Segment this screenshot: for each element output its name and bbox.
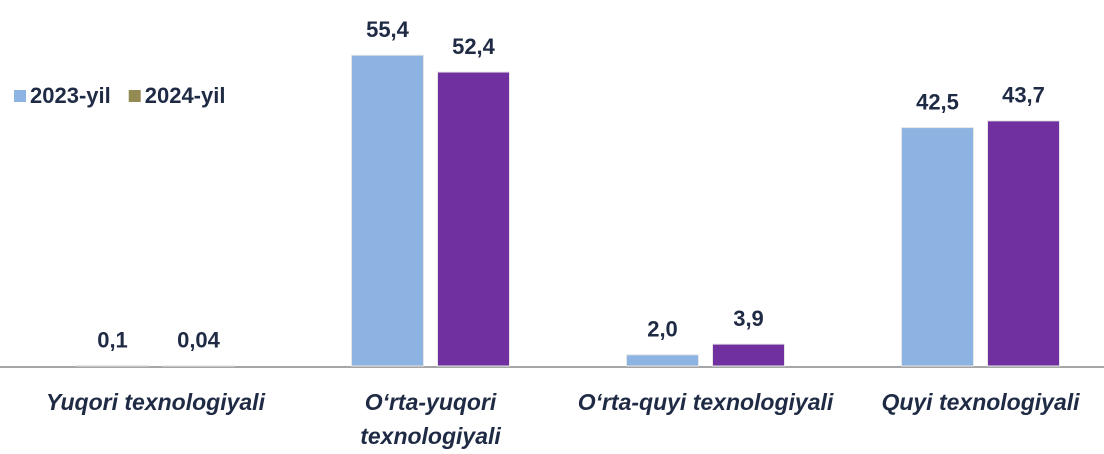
value-label: 2,0 xyxy=(647,317,678,342)
value-label: 42,5 xyxy=(916,89,959,114)
bar xyxy=(987,120,1060,367)
value-label: 52,4 xyxy=(452,34,496,59)
value-label: 55,4 xyxy=(366,17,410,42)
legend-label: 2024-yil xyxy=(145,83,226,108)
value-label: 43,7 xyxy=(1002,83,1045,108)
x-tick-label: O‘rta-quyi texnologiyali xyxy=(577,389,834,415)
value-label: 0,1 xyxy=(97,327,128,352)
legend-label: 2023-yil xyxy=(30,83,111,108)
value-label: 0,04 xyxy=(177,328,221,353)
bar xyxy=(351,54,424,367)
legend-swatch xyxy=(128,90,141,102)
legend-swatch xyxy=(14,90,26,102)
bar xyxy=(901,127,974,367)
x-tick-label: O‘rta-yuqori texnologiyali xyxy=(360,389,501,449)
bar xyxy=(437,71,510,367)
bar xyxy=(626,354,699,367)
x-tick-label: Quyi texnologiyali xyxy=(881,389,1080,415)
bar xyxy=(76,364,149,367)
value-label: 3,9 xyxy=(733,306,764,331)
bar xyxy=(712,343,785,367)
x-tick-label: Yuqori texnologiyali xyxy=(46,389,265,415)
